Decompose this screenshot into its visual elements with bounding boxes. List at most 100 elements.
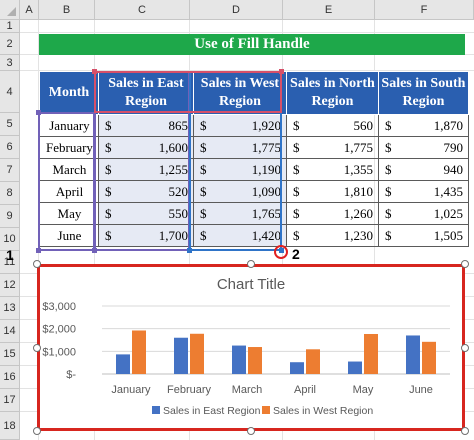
column-header-a[interactable]: A (20, 0, 39, 20)
cell-month[interactable]: May (39, 202, 99, 225)
chart-area[interactable]: Chart Title $- $1,000 $2,000 $3,000 January F… (37, 264, 465, 431)
chart-resize-handle[interactable] (33, 427, 41, 435)
row-header-8[interactable]: 8 (0, 182, 20, 205)
row-header-1[interactable]: 1 (0, 20, 20, 33)
range-corner-handle[interactable] (92, 248, 97, 253)
cell-north[interactable]: $1,355 (285, 158, 379, 181)
chart-resize-handle[interactable] (461, 260, 469, 268)
currency-symbol: $ (104, 227, 112, 243)
row-header-5[interactable]: 5 (0, 113, 20, 136)
cell-south[interactable]: $1,025 (377, 202, 469, 225)
cell-north[interactable]: $1,810 (285, 180, 379, 203)
cell-month[interactable]: June (39, 224, 99, 247)
range-corner-handle[interactable] (279, 69, 284, 74)
cell-east[interactable]: $1,255 (97, 158, 194, 181)
x-tick-label: June (409, 384, 433, 396)
column-header-c[interactable]: C (95, 0, 190, 20)
cell-north[interactable]: $1,775 (285, 136, 379, 159)
header-east[interactable]: Sales in East Region (97, 71, 194, 115)
cell-month[interactable]: January (39, 114, 99, 137)
range-corner-handle[interactable] (36, 248, 41, 253)
cell-east[interactable]: $550 (97, 202, 194, 225)
cell-west[interactable]: $1,765 (192, 202, 287, 225)
amount-value: 1,775 (251, 139, 281, 155)
cell-north[interactable]: $1,230 (285, 224, 379, 247)
header-north[interactable]: Sales in North Region (285, 71, 379, 115)
cell-south[interactable]: $1,505 (377, 224, 469, 247)
header-south[interactable]: Sales in South Region (377, 71, 469, 115)
row-header-17[interactable]: 17 (0, 389, 20, 412)
row-header-9[interactable]: 9 (0, 205, 20, 228)
chart-resize-handle[interactable] (247, 260, 255, 268)
row-header-16[interactable]: 16 (0, 366, 20, 389)
x-tick-label: February (167, 384, 212, 396)
row-header-15[interactable]: 15 (0, 343, 20, 366)
cell-west[interactable]: $1,190 (192, 158, 287, 181)
amount-value: 1,700 (158, 227, 188, 243)
currency-symbol: $ (199, 205, 207, 221)
cell-north[interactable]: $560 (285, 114, 379, 137)
cell-west[interactable]: $1,775 (192, 136, 287, 159)
amount-value: 1,810 (343, 183, 373, 199)
row-header-11[interactable]: 11 (0, 251, 20, 274)
cell-south[interactable]: $790 (377, 136, 469, 159)
amount-value: 865 (168, 117, 188, 133)
step-badge-1: 1 (6, 247, 14, 263)
column-header-e[interactable]: E (283, 0, 375, 20)
chart-resize-handle[interactable] (461, 427, 469, 435)
chart-resize-handle[interactable] (33, 260, 41, 268)
range-corner-handle[interactable] (36, 110, 41, 115)
bar-west (364, 333, 378, 374)
currency-symbol: $ (292, 117, 300, 133)
range-corner-handle[interactable] (187, 248, 192, 253)
amount-value: 1,355 (343, 161, 373, 177)
header-west[interactable]: Sales in West Region (192, 71, 287, 115)
cell-month[interactable]: April (39, 180, 99, 203)
cell-west[interactable]: $1,090 (192, 180, 287, 203)
bar-west (132, 330, 146, 374)
row-header-14[interactable]: 14 (0, 320, 20, 343)
select-all-corner[interactable] (0, 0, 20, 20)
bar-west (422, 341, 436, 374)
column-header-b[interactable]: B (39, 0, 95, 20)
row-header-6[interactable]: 6 (0, 136, 20, 159)
cell-west[interactable]: $1,420 (192, 224, 287, 247)
row-header-2[interactable]: 2 (0, 33, 20, 55)
cell-south[interactable]: $940 (377, 158, 469, 181)
header-month[interactable]: Month (39, 71, 99, 115)
cell-month[interactable]: February (39, 136, 99, 159)
row-header-10[interactable]: 10 (0, 228, 20, 251)
chart-resize-handle[interactable] (247, 427, 255, 435)
row-header-7[interactable]: 7 (0, 159, 20, 182)
cell-east[interactable]: $865 (97, 114, 194, 137)
row-header-13[interactable]: 13 (0, 297, 20, 320)
cell-month[interactable]: March (39, 158, 99, 181)
column-header-f[interactable]: F (375, 0, 474, 20)
currency-symbol: $ (104, 139, 112, 155)
row-header-18[interactable]: 18 (0, 412, 20, 440)
sheet-title-cell[interactable]: Use of Fill Handle (39, 34, 465, 55)
cell-south[interactable]: $1,435 (377, 180, 469, 203)
cell-east[interactable]: $520 (97, 180, 194, 203)
chart-title[interactable]: Chart Title (216, 276, 286, 293)
cell-south[interactable]: $1,870 (377, 114, 469, 137)
cell-east[interactable]: $1,700 (97, 224, 194, 247)
sales-table: Month Sales in East Region Sales in West… (39, 71, 469, 247)
bar-east (232, 345, 246, 374)
chart-resize-handle[interactable] (33, 344, 41, 352)
row-header-12[interactable]: 12 (0, 274, 20, 297)
currency-symbol: $ (384, 139, 392, 155)
cell-north[interactable]: $1,260 (285, 202, 379, 225)
cell-west[interactable]: $1,920 (192, 114, 287, 137)
currency-symbol: $ (292, 161, 300, 177)
range-corner-handle[interactable] (92, 69, 97, 74)
chart-resize-handle[interactable] (461, 344, 469, 352)
currency-symbol: $ (384, 227, 392, 243)
cell-east[interactable]: $1,600 (97, 136, 194, 159)
row-header-4[interactable]: 4 (0, 71, 20, 113)
row-header-3[interactable]: 3 (0, 55, 20, 71)
column-header-d[interactable]: D (190, 0, 283, 20)
x-tick-label: May (353, 384, 374, 396)
currency-symbol: $ (384, 161, 392, 177)
currency-symbol: $ (199, 117, 207, 133)
